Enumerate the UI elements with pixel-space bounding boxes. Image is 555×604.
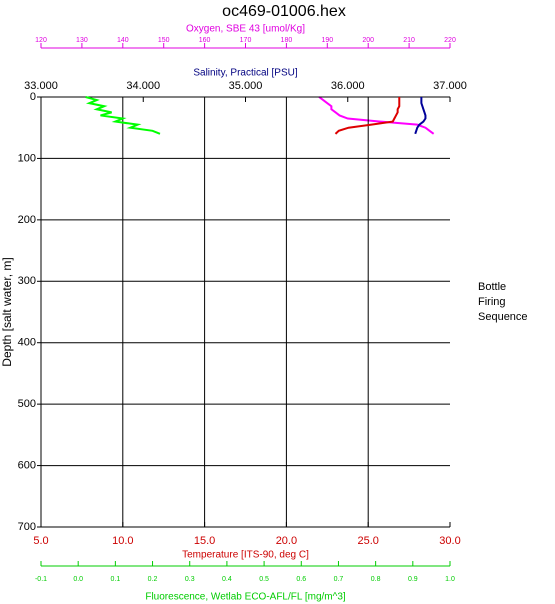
profile-line [85,96,161,135]
x-tick-label: 5.0 [33,535,48,547]
x-tick-label: 160 [199,37,211,44]
x-tick-label: 180 [281,37,293,44]
x-tick-label: 0.7 [334,576,344,583]
x-tick-label: 34.000 [126,80,160,92]
x-axis-label: Salinity, Practical [PSU] [193,68,298,79]
x-tick-label: 36.000 [331,80,365,92]
side-text: Sequence [478,311,528,323]
x-tick-label: 150 [158,37,170,44]
profile-line [318,96,435,135]
x-tick-label: 200 [362,37,374,44]
y-tick-label: 200 [18,214,36,226]
x-tick-label: 30.0 [439,535,460,547]
x-tick-label: 130 [76,37,88,44]
x-axis-label: Fluorescence, Wetlab ECO-AFL/FL [mg/m^3] [145,592,346,603]
x-tick-label: 37.000 [433,80,467,92]
x-tick-label: 190 [321,37,333,44]
side-text: Bottle [478,281,506,293]
y-tick-label: 100 [18,152,36,164]
x-tick-label: 0.6 [296,576,306,583]
x-tick-label: 0.3 [185,576,195,583]
y-tick-label: 300 [18,275,36,287]
x-tick-label: 0.9 [408,576,418,583]
x-tick-label: 0.8 [371,576,381,583]
x-tick-label: 220 [444,37,456,44]
x-axis-label: Oxygen, SBE 43 [umol/Kg] [186,24,305,35]
y-tick-label: 400 [18,337,36,349]
x-tick-label: 20.0 [276,535,297,547]
x-tick-label: 0.2 [148,576,158,583]
x-tick-label: 0.0 [73,576,83,583]
x-tick-label: 120 [35,37,47,44]
x-tick-label: 10.0 [112,535,133,547]
x-tick-label: 15.0 [194,535,215,547]
y-tick-label: 500 [18,398,36,410]
y-axis-label: Depth [salt water, m] [0,257,14,366]
chart-title: oc469-01006.hex [222,3,346,20]
x-tick-label: 140 [117,37,129,44]
x-tick-label: 170 [240,37,252,44]
profile-line [414,97,427,135]
y-tick-label: 0 [30,91,36,103]
x-tick-label: 25.0 [357,535,378,547]
x-tick-label: 0.4 [222,576,232,583]
x-tick-label: 35.000 [229,80,263,92]
profile-line [334,97,401,135]
x-tick-label: -0.1 [35,576,47,583]
x-tick-label: 210 [403,37,415,44]
x-tick-label: 0.1 [110,576,120,583]
x-axis-label: Temperature [ITS-90, deg C] [182,550,309,561]
x-tick-label: 33.000 [24,80,58,92]
x-tick-label: 1.0 [445,576,455,583]
side-text: Firing [478,296,506,308]
x-tick-label: 0.5 [259,576,269,583]
y-tick-label: 600 [18,459,36,471]
y-tick-label: 700 [18,521,36,533]
